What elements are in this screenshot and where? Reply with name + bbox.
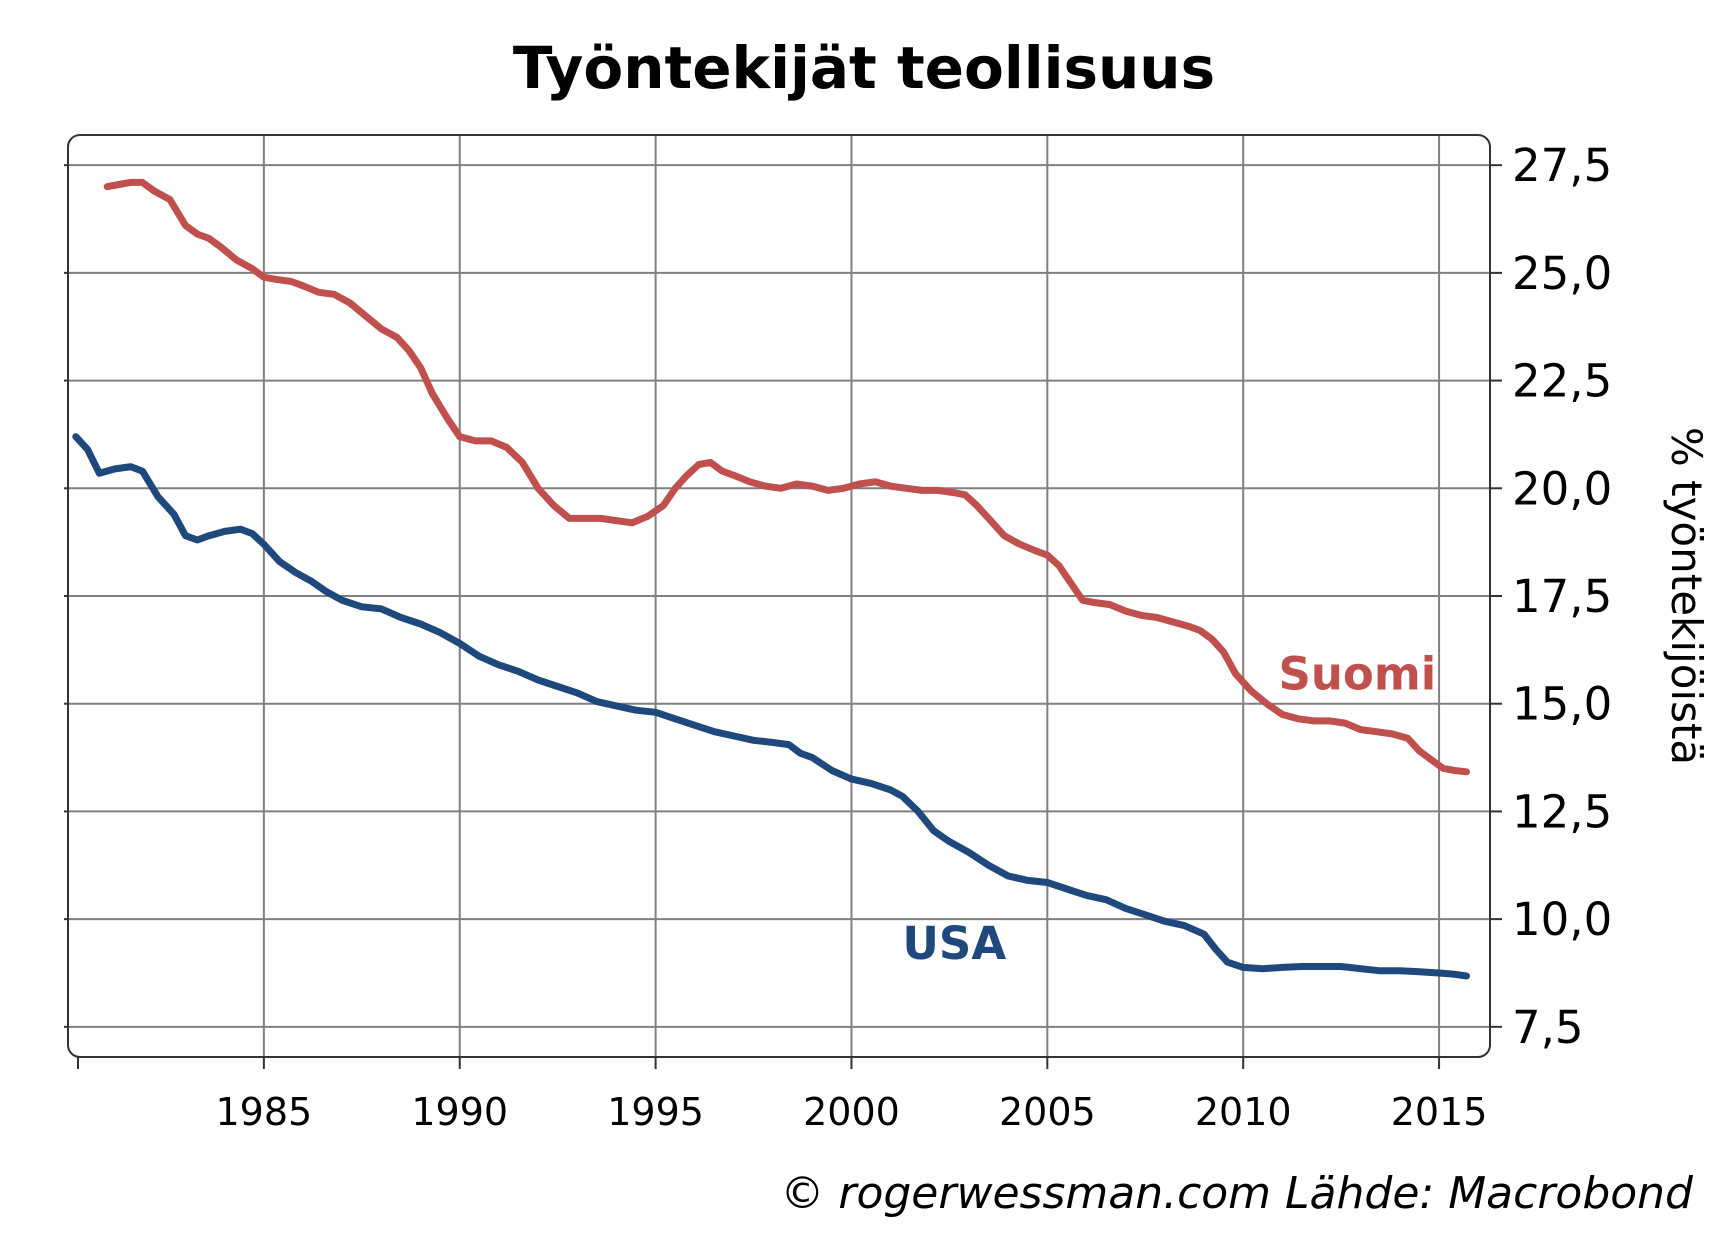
series-line-usa (72, 433, 1470, 980)
x-axis: 1985 1990 1995 2000 2005 2010 2015 (77, 1057, 1488, 1134)
series-label-usa: USA (902, 917, 1006, 970)
series-labels: Suomi USA (902, 648, 1436, 970)
credit-text: © rogerwessman.com Lähde: Macrobond (780, 1168, 1694, 1219)
y-tick-label: 10,0 (1512, 893, 1612, 946)
x-tick-label: 2005 (999, 1090, 1096, 1134)
chart-title: Työntekijät teollisuus (513, 34, 1215, 102)
x-tick-label: 1985 (216, 1090, 313, 1134)
x-tick-label: 1995 (607, 1090, 704, 1134)
series-line-suomi (103, 178, 1470, 776)
y-tick-label: 20,0 (1512, 462, 1612, 515)
y-tick-label: 15,0 (1512, 678, 1612, 731)
y-tick-label: 17,5 (1512, 570, 1612, 623)
series-label-suomi: Suomi (1278, 648, 1436, 701)
x-tick-label: 2000 (803, 1090, 900, 1134)
y-tick-label: 27,5 (1512, 139, 1612, 192)
y-tick-label: 22,5 (1512, 355, 1612, 408)
x-tick-label: 2015 (1391, 1090, 1488, 1134)
series-lines (72, 178, 1470, 980)
x-tick-label: 2010 (1195, 1090, 1292, 1134)
y-tick-label: 12,5 (1512, 785, 1612, 838)
y-tick-label: 25,0 (1512, 247, 1612, 300)
x-tick-label: 1990 (411, 1090, 508, 1134)
y-tick-label: 7,5 (1512, 1001, 1584, 1054)
grid (68, 135, 1490, 1057)
y-axis-label: % työntekijöistä (1662, 427, 1711, 765)
y-axis: 7,5 10,0 12,5 15,0 17,5 20,0 22,5 25,0 27,5 (64, 139, 1612, 1054)
